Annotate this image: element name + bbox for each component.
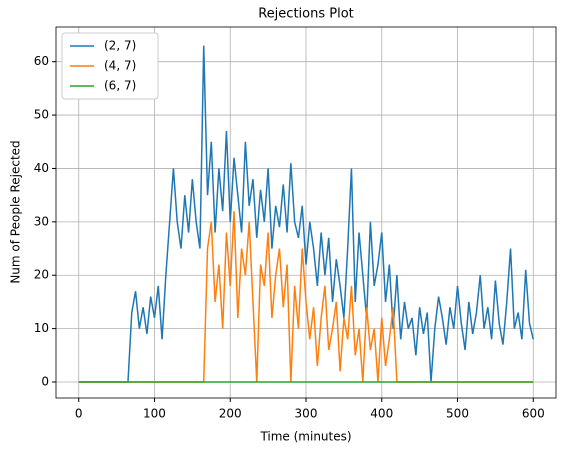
y-tick-label: 10 <box>34 321 49 335</box>
x-tick-label: 300 <box>295 407 318 421</box>
legend-box <box>61 32 159 100</box>
y-tick-label: 40 <box>34 161 49 175</box>
legend-label: (4, 7) <box>104 59 136 73</box>
legend-label: (6, 7) <box>104 79 136 93</box>
y-tick-label: 20 <box>34 268 49 282</box>
x-tick-label: 400 <box>370 407 393 421</box>
x-tick-label: 600 <box>522 407 545 421</box>
x-tick-label: 0 <box>75 407 83 421</box>
series-line <box>78 45 534 383</box>
chart-title: Rejections Plot <box>258 7 354 22</box>
x-tick-label: 500 <box>446 407 469 421</box>
y-tick-label: 60 <box>34 54 49 68</box>
x-axis-label: Time (minutes) <box>259 430 351 444</box>
legend-label: (2, 7) <box>104 39 136 53</box>
y-axis-label: Num of People Rejected <box>9 140 23 283</box>
y-tick-label: 50 <box>34 108 49 122</box>
y-tick-label: 30 <box>34 214 49 228</box>
x-tick-label: 100 <box>143 407 166 421</box>
y-tick-label: 0 <box>41 374 49 388</box>
plot-frame <box>55 26 557 399</box>
x-tick-label: 200 <box>219 407 242 421</box>
